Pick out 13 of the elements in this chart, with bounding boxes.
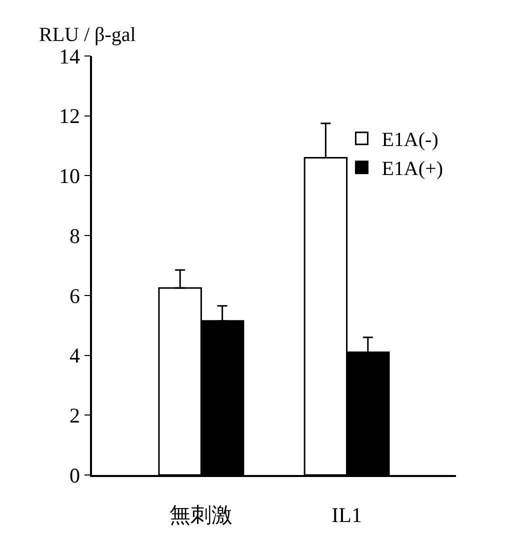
y-tick-label: 10 bbox=[59, 164, 80, 188]
x-tick-label: IL1 bbox=[332, 502, 362, 527]
x-tick-label: 無刺激 bbox=[170, 502, 233, 527]
y-tick-label: 2 bbox=[70, 403, 80, 428]
y-tick-label: 8 bbox=[70, 224, 80, 248]
y-tick-label: 12 bbox=[59, 104, 80, 128]
legend-label: E1A(+) bbox=[382, 158, 443, 180]
y-tick-label: 0 bbox=[70, 463, 80, 488]
y-tick-label: 14 bbox=[59, 44, 81, 68]
y-tick-label: 4 bbox=[70, 344, 81, 368]
y-axis-title: RLU / β-gal bbox=[39, 24, 136, 46]
legend-label: E1A(-) bbox=[382, 129, 438, 152]
y-tick-label: 6 bbox=[70, 284, 80, 308]
